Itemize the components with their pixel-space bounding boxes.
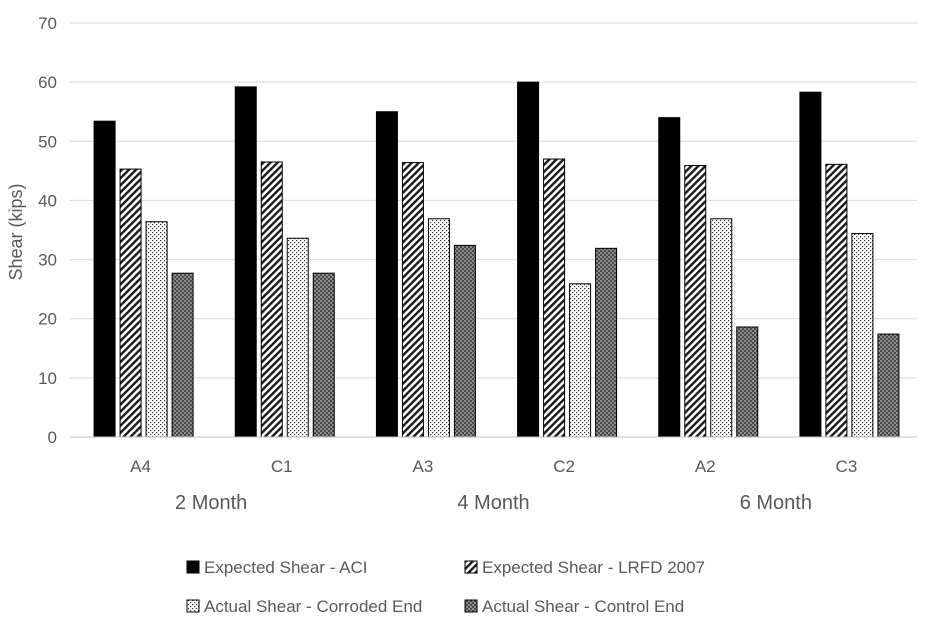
y-axis-ticks: 0 10 20 30 40 50 60 70 [38,14,57,447]
y-tick-label: 50 [38,132,57,151]
legend-swatch [464,599,478,613]
bar-a2-series-4 [736,326,759,438]
y-tick-label: 20 [38,310,57,329]
bar-c1-series-2 [260,161,283,438]
bar-c2-series-4 [595,247,618,438]
x-category-label: C1 [271,457,293,476]
x-category-label: A4 [130,457,151,476]
x-group-label: 6 Month [740,492,812,514]
bar-c3-series-2 [825,163,848,438]
bar-c1-series-3 [286,237,309,438]
x-category-label: C2 [553,457,575,476]
y-tick-label: 30 [38,251,57,270]
y-axis-title: Shear (kips) [6,183,26,280]
legend-label: Expected Shear - LRFD 2007 [482,558,705,577]
y-tick-label: 40 [38,191,57,210]
legend-swatch [186,599,200,613]
bar-c3-series-4 [877,333,900,438]
plot-area [70,22,917,438]
gridlines [70,22,917,379]
y-tick-label: 0 [48,428,57,447]
bar-a3-series-2 [401,162,424,438]
bar-a3-series-3 [427,218,450,438]
y-tick-label: 60 [38,73,57,92]
legend-label: Actual Shear - Corroded End [204,597,422,616]
bar-c2-series-3 [569,283,592,438]
x-group-label: 4 Month [457,492,529,514]
bar-c3-series-1 [799,91,822,438]
x-axis-category-labels: A4 C1 A3 C2 A2 C3 [130,457,857,476]
legend-label: Actual Shear - Control End [482,597,684,616]
x-category-label: C3 [836,457,858,476]
legend-swatch [186,560,200,574]
bar-c2-series-2 [543,158,566,438]
bar-c1-series-1 [234,86,257,438]
bar-c2-series-1 [517,81,540,438]
bar-a3-series-4 [453,244,476,438]
x-axis-group-labels: 2 Month 4 Month 6 Month [175,492,812,514]
bar-a2-series-2 [684,165,707,438]
bar-a4-series-1 [93,120,116,438]
y-tick-label: 10 [38,369,57,388]
bar-a4-series-3 [145,221,168,438]
legend: Expected Shear - ACI Expected Shear - LRF… [186,558,705,616]
y-tick-label: 70 [38,14,57,33]
bar-c3-series-3 [851,233,874,438]
x-category-label: A2 [695,457,716,476]
bar-c1-series-4 [312,272,335,438]
bar-a4-series-2 [119,168,142,438]
bar-a4-series-4 [171,272,194,438]
x-group-label: 2 Month [175,492,247,514]
legend-swatch [464,560,478,574]
bar-a2-series-1 [658,117,681,438]
bar-a2-series-3 [710,218,733,438]
x-category-label: A3 [413,457,434,476]
bars [93,81,900,438]
legend-label: Expected Shear - ACI [204,558,367,577]
bar-a3-series-1 [375,111,398,438]
